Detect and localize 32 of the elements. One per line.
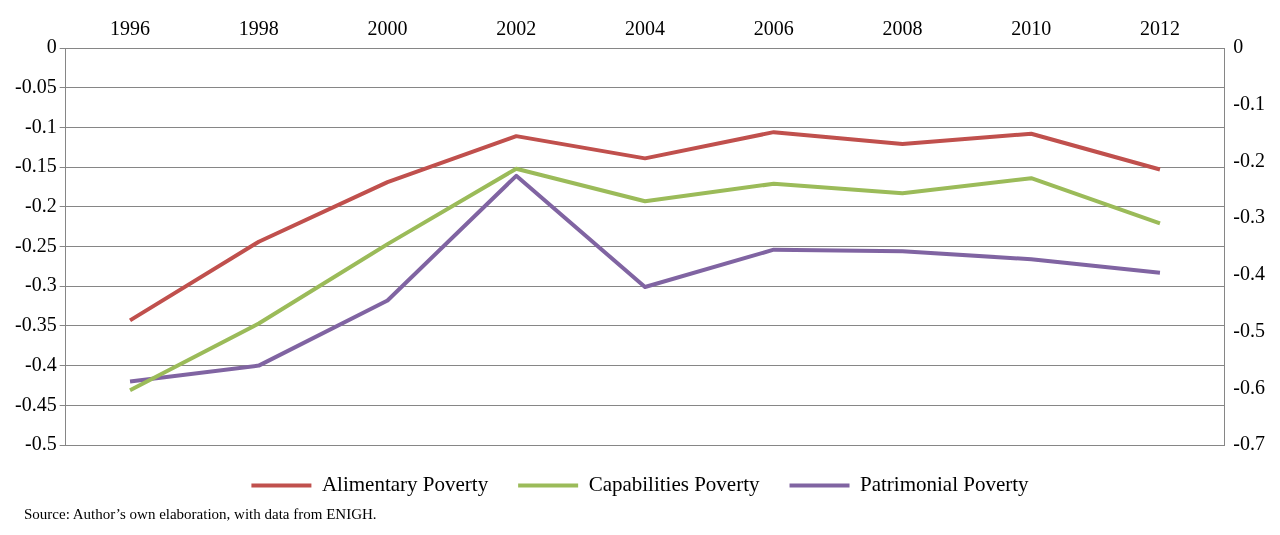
- x-tick-label: 2012: [1139, 17, 1180, 40]
- y-tick-label: -0.05: [14, 74, 57, 97]
- legend-label: Capabilities Poverty: [588, 472, 761, 497]
- y2-tick-label: -0.3: [1233, 205, 1266, 228]
- x-tick-label: 2010: [1011, 17, 1052, 40]
- y2-tick-label: -0.5: [1233, 318, 1266, 341]
- y2-tick-label: -0.7: [1233, 432, 1266, 455]
- x-tick-label: 2008: [882, 17, 923, 40]
- x-tick-label: 2000: [367, 17, 408, 40]
- source-note: Source: Author’s own elaboration, with data from ENIGH.: [24, 506, 378, 523]
- y-tick-label: -0.2: [24, 194, 57, 217]
- y-tick-label: -0.5: [24, 432, 57, 455]
- x-tick-label: 1996: [110, 17, 151, 40]
- y-tick-label: -0.45: [14, 392, 57, 415]
- y-tick-label: -0.4: [24, 352, 57, 375]
- y-tick-label: -0.25: [14, 233, 57, 256]
- y2-tick-label: -0.2: [1233, 148, 1266, 171]
- x-tick-label: 2004: [625, 17, 665, 40]
- y-tick-label: -0.1: [24, 114, 57, 137]
- y-tick-label: -0.3: [24, 273, 57, 296]
- legend-label: Alimentary Poverty: [321, 472, 489, 497]
- y2-tick-label: -0.1: [1233, 91, 1266, 114]
- x-tick-label: 2002: [496, 17, 537, 40]
- y-tick-label: 0: [46, 35, 57, 58]
- x-tick-label: 2006: [753, 17, 794, 40]
- x-tick-label: 1998: [238, 17, 279, 40]
- y-tick-label: -0.35: [14, 313, 57, 336]
- y-tick-label: -0.15: [14, 154, 57, 177]
- y2-tick-label: -0.4: [1233, 262, 1266, 285]
- y2-tick-label: -0.6: [1233, 375, 1266, 398]
- y2-tick-label: 0: [1233, 35, 1244, 58]
- legend-label: Patrimonial Poverty: [860, 472, 1030, 497]
